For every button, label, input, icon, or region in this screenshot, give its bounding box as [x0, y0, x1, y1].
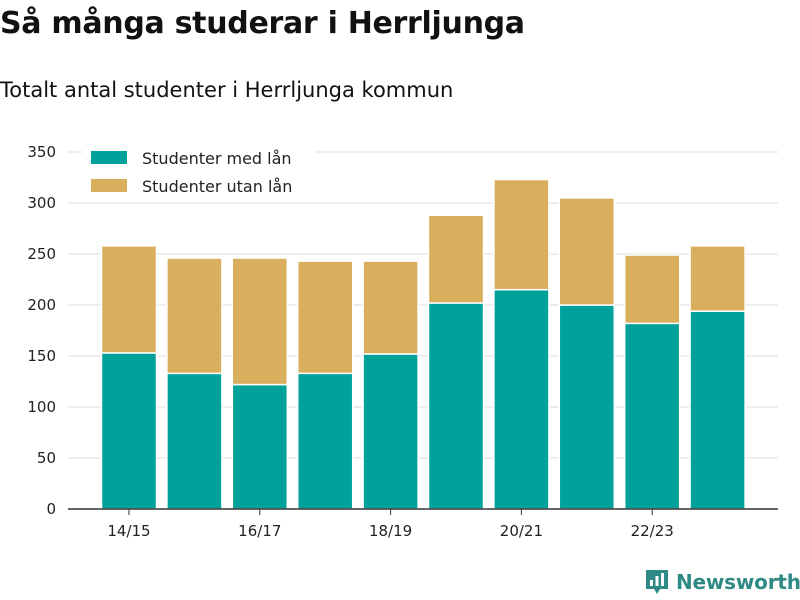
bar-segment-utan-lan [100, 245, 158, 354]
bar-segment-med-lan [166, 372, 223, 510]
legend-label: Studenter med lån [142, 149, 292, 168]
y-tick-label: 250 [27, 245, 56, 263]
bar-segment-utan-lan [231, 257, 289, 386]
x-tick-label: 16/17 [238, 522, 281, 540]
brand-logo: Newsworthy [644, 568, 800, 596]
bar-segment-med-lan [100, 352, 158, 510]
legend-swatch [91, 151, 127, 164]
bar-segment-utan-lan [623, 254, 681, 325]
bar-segment-utan-lan [427, 214, 485, 304]
bar-segment-med-lan [231, 383, 289, 510]
chart-subtitle: Totalt antal studenter i Herrljunga komm… [0, 78, 454, 102]
legend: Studenter med lån Studenter utan lån [82, 144, 316, 202]
bar-segment-utan-lan [493, 178, 550, 291]
y-tick-label: 150 [27, 347, 56, 365]
x-tick-label: 14/15 [107, 522, 150, 540]
bar-segment-med-lan [689, 310, 746, 510]
bar-segment-med-lan [493, 288, 550, 510]
y-tick-label: 300 [27, 194, 56, 212]
y-tick-label: 100 [27, 398, 56, 416]
legend-label: Studenter utan lån [142, 177, 292, 196]
x-tick-label: 18/19 [369, 522, 412, 540]
y-tick-label: 0 [46, 500, 56, 518]
bar-segment-utan-lan [689, 245, 746, 312]
bar-segment-med-lan [427, 302, 485, 510]
brand-name: Newsworthy [676, 570, 800, 594]
bar-segment-utan-lan [558, 197, 616, 306]
bar-segment-utan-lan [362, 260, 419, 355]
bar-segment-med-lan [296, 372, 354, 510]
x-tick-label: 20/21 [500, 522, 543, 540]
y-tick-label: 50 [37, 449, 56, 467]
bar-chart-logo-icon [646, 570, 668, 594]
bar-segment-med-lan [558, 304, 616, 510]
chart-title: Så många studerar i Herrljunga [0, 6, 525, 41]
y-tick-label: 350 [27, 143, 56, 161]
bar-segment-med-lan [362, 353, 419, 510]
y-tick-label: 200 [27, 296, 56, 314]
axes: 0 50 100 150 200 250 300 350 14/15 16/17 18/19 20/2… [27, 143, 778, 540]
bar-segment-med-lan [623, 322, 681, 510]
bar-segment-utan-lan [166, 257, 223, 375]
legend-swatch [91, 179, 127, 192]
x-tick-label: 22/23 [631, 522, 674, 540]
bars [100, 178, 746, 510]
bar-segment-utan-lan [296, 260, 354, 375]
